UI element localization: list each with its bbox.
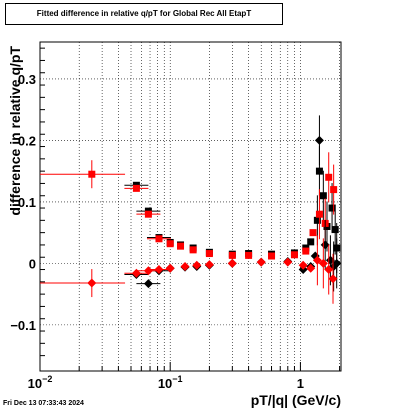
y-tick-label: −0.1 (10, 318, 36, 333)
data-point (227, 258, 237, 268)
data-point (315, 210, 323, 218)
data-point (143, 279, 153, 289)
x-tick-label: 10−1 (158, 374, 183, 391)
data-point (319, 192, 327, 200)
data-point (189, 246, 197, 254)
data-point (332, 258, 342, 268)
data-point (325, 173, 333, 181)
data-point (245, 251, 253, 259)
data-point (192, 260, 202, 270)
data-point (144, 210, 152, 218)
data-point (87, 278, 97, 288)
data-point (318, 258, 328, 268)
x-tick-label: 1 (297, 376, 304, 391)
chart-title: Fitted difference in relative q/pT for G… (5, 3, 283, 25)
data-point (166, 240, 174, 248)
y-tick-label: 0.2 (18, 133, 36, 148)
data-point (315, 167, 323, 175)
data-point (131, 268, 141, 278)
data-point (314, 135, 324, 145)
data-point (306, 263, 316, 273)
data-point (330, 186, 338, 194)
data-point (313, 216, 321, 224)
data-point (283, 257, 293, 267)
data-point (312, 255, 322, 265)
y-axis-label: difference in relative q/pT (7, 46, 23, 216)
data-point (143, 266, 153, 276)
data-point (154, 265, 164, 275)
x-tick-label: 10−2 (28, 374, 53, 391)
data-point (309, 229, 317, 237)
y-tick-label: 0.1 (18, 195, 36, 210)
plot-frame (39, 41, 342, 372)
data-point (155, 235, 163, 243)
data-series (40, 152, 338, 260)
data-point (290, 251, 298, 259)
y-tick-label: 0.3 (18, 72, 36, 87)
data-point (298, 260, 308, 270)
data-point (205, 250, 213, 258)
data-point (180, 261, 190, 271)
data-point (328, 204, 336, 212)
data-point (324, 265, 334, 275)
data-point (165, 263, 175, 273)
x-tick-exponent: −2 (42, 374, 52, 384)
data-point (331, 226, 339, 234)
data-series (40, 235, 338, 304)
x-tick-exponent: −1 (172, 374, 182, 384)
data-point (256, 257, 266, 267)
data-point (228, 251, 236, 259)
data-point (302, 247, 310, 255)
x-axis-label: pT/|q| (GeV/c) (251, 392, 341, 408)
y-tick-label: 0 (29, 256, 36, 271)
data-point (204, 260, 214, 270)
data-point (88, 170, 96, 178)
data-point (132, 184, 140, 192)
data-point (177, 242, 185, 250)
timestamp: Fri Dec 13 07:33:43 2024 (3, 400, 84, 407)
data-point (268, 252, 276, 260)
data-point (307, 238, 315, 246)
data-point (328, 274, 338, 284)
